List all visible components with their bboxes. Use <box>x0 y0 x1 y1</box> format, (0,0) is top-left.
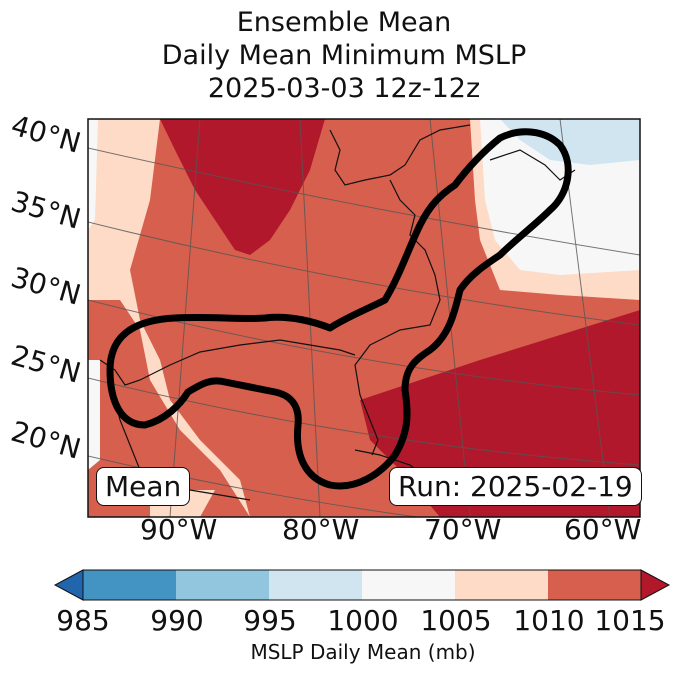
lon-label-60: 60°W <box>564 513 642 546</box>
colorbar-frame <box>82 569 642 601</box>
map-title: Ensemble Mean Daily Mean Minimum MSLP 20… <box>0 6 688 105</box>
title-line-2: Daily Mean Minimum MSLP <box>161 40 527 71</box>
colorbar-tick-995: 995 <box>243 604 297 637</box>
colorbar-extend-low <box>53 569 84 601</box>
colorbar-tick-1015: 1015 <box>594 604 666 637</box>
colorbar-bin <box>548 570 641 600</box>
colorbar-tick-985: 985 <box>56 604 110 637</box>
colorbar-bin <box>269 570 362 600</box>
colorbar-tick-1005: 1005 <box>420 604 492 637</box>
colorbar-tick-1000: 1000 <box>327 604 399 637</box>
ensemble-contour <box>106 128 572 490</box>
pressure-field-north <box>160 119 325 255</box>
colorbar-bin <box>455 570 548 600</box>
title-line-1: Ensemble Mean <box>236 7 452 38</box>
lon-label-70: 70°W <box>424 513 502 546</box>
colorbar-bin <box>83 570 176 600</box>
colorbar-bin <box>362 570 455 600</box>
map-frame <box>87 118 641 518</box>
pressure-field-southeast <box>360 310 640 517</box>
colorbar-label: MSLP Daily Mean (mb) <box>250 640 476 664</box>
run-date-badge: Run: 2025-02-19 <box>389 467 642 506</box>
colorbar-extend-high <box>640 569 671 601</box>
lon-label-90: 90°W <box>140 513 218 546</box>
title-line-3: 2025-03-03 12z-12z <box>207 73 481 104</box>
lon-label-80: 80°W <box>282 513 360 546</box>
colorbar-bin <box>176 570 269 600</box>
colorbar-tick-1010: 1010 <box>513 604 585 637</box>
mean-badge: Mean <box>96 467 191 506</box>
colorbar-tick-990: 990 <box>150 604 204 637</box>
